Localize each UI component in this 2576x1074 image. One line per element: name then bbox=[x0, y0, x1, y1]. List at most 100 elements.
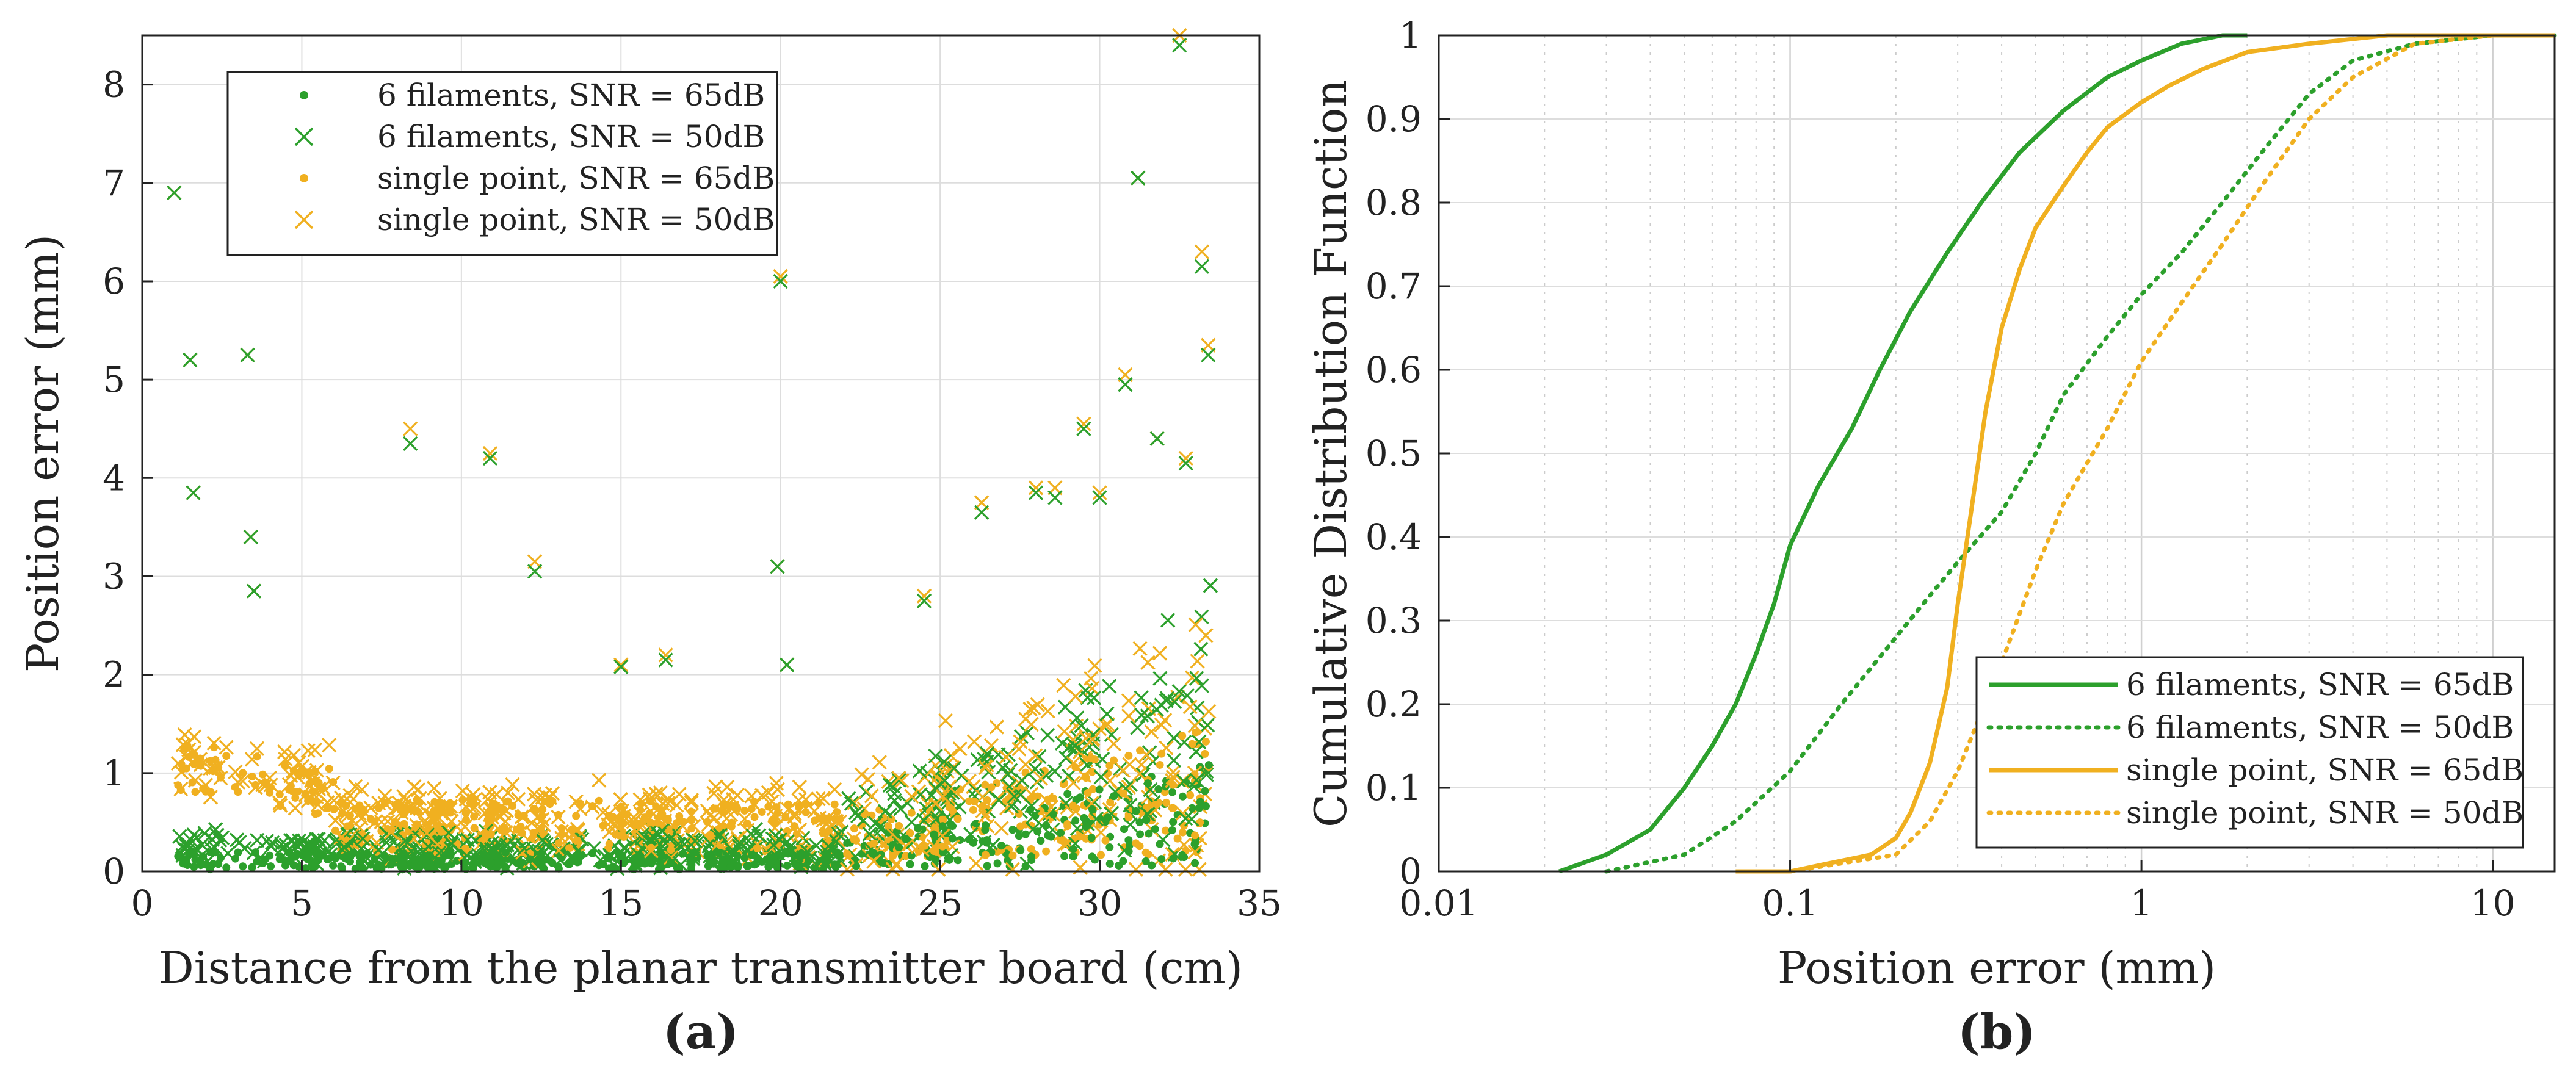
scatter-point bbox=[1085, 732, 1100, 748]
scatter-point bbox=[1131, 170, 1146, 186]
scatter-point bbox=[1178, 450, 1193, 466]
scatter-point bbox=[864, 788, 880, 804]
scatter-point bbox=[910, 839, 926, 854]
scatter-point bbox=[383, 824, 399, 840]
scatter-point bbox=[1140, 655, 1156, 670]
scatter-point bbox=[469, 863, 477, 872]
scatter-point bbox=[931, 862, 946, 877]
scatter-point bbox=[1123, 798, 1138, 813]
scatter-point bbox=[953, 856, 962, 865]
scatter-point bbox=[1101, 818, 1110, 826]
scatter-point bbox=[982, 821, 990, 830]
scatter-point bbox=[1187, 718, 1203, 733]
panel-a-scatter: 0 5 10 15 20 25 30 35 0 1 2 3 4 5 6 7 8 Distance from th… bbox=[17, 27, 1282, 1060]
scatter-point bbox=[1040, 704, 1055, 719]
scatter-point bbox=[1168, 804, 1176, 812]
scatter-point bbox=[828, 834, 844, 849]
y-tick-label: 2 bbox=[103, 654, 125, 696]
scatter-point bbox=[1104, 727, 1120, 743]
y-tick-label: 0.1 bbox=[1366, 767, 1422, 809]
scatter-point bbox=[667, 846, 675, 854]
scatter-point bbox=[718, 852, 733, 868]
scatter-point bbox=[750, 813, 759, 821]
cdf-line bbox=[1558, 33, 2248, 874]
scatter-point bbox=[977, 809, 993, 824]
scatter-point bbox=[780, 834, 795, 849]
scatter-point bbox=[353, 810, 369, 826]
scatter-point bbox=[926, 838, 942, 854]
y-tick-label: 4 bbox=[103, 457, 125, 499]
scatter-point bbox=[183, 352, 198, 368]
scatter-point bbox=[768, 857, 776, 865]
scatter-point bbox=[1026, 700, 1041, 716]
scatter-point bbox=[1016, 846, 1025, 855]
scatter-point bbox=[689, 849, 698, 857]
scatter-point bbox=[280, 760, 289, 769]
scatter-point bbox=[1028, 485, 1044, 500]
scatter-point bbox=[400, 810, 408, 818]
scatter-point bbox=[482, 450, 498, 466]
scatter-point bbox=[336, 839, 352, 855]
scatter-point bbox=[1016, 822, 1025, 831]
scatter-point bbox=[265, 835, 280, 850]
scatter-point bbox=[1102, 802, 1117, 817]
scatter-point bbox=[1134, 707, 1149, 723]
scatter-point bbox=[498, 824, 513, 840]
scatter-point bbox=[860, 772, 876, 787]
scatter-point bbox=[706, 831, 714, 839]
scatter-point bbox=[1184, 670, 1200, 685]
scatter-point bbox=[904, 788, 919, 804]
scatter-point bbox=[1032, 749, 1047, 764]
x-tick-label: 1 bbox=[2130, 882, 2153, 924]
scatter-point bbox=[1169, 818, 1178, 826]
scatter-point bbox=[972, 820, 980, 828]
scatter-point bbox=[1021, 830, 1030, 838]
scatter-point bbox=[377, 788, 393, 804]
scatter-point bbox=[743, 820, 751, 828]
scatter-point bbox=[1156, 760, 1164, 769]
legend-label: single point, SNR = 65dB bbox=[2126, 752, 2524, 788]
scatter-point bbox=[833, 808, 841, 816]
scatter-point bbox=[310, 797, 326, 812]
scatter-point bbox=[400, 862, 408, 870]
scatter-point bbox=[1148, 861, 1156, 870]
scatter-point bbox=[433, 857, 442, 866]
scatter-point bbox=[388, 845, 396, 854]
scatter-point bbox=[1022, 701, 1038, 717]
scatter-point bbox=[427, 801, 442, 816]
scatter-point bbox=[1110, 756, 1118, 765]
scatter-point bbox=[289, 861, 298, 870]
panel-b-xlabel: Position error (mm) bbox=[1778, 942, 2216, 993]
scatter-point bbox=[994, 821, 1009, 836]
scatter-point bbox=[343, 822, 352, 831]
scatter-point bbox=[839, 862, 855, 877]
scatter-point bbox=[493, 837, 508, 852]
scatter-point bbox=[902, 852, 910, 860]
scatter-point bbox=[251, 780, 260, 789]
scatter-point bbox=[494, 806, 503, 814]
scatter-point bbox=[1076, 793, 1084, 802]
y-tick-label: 0.5 bbox=[1366, 433, 1422, 474]
scatter-point bbox=[1033, 771, 1049, 786]
legend-marker bbox=[300, 174, 308, 182]
scatter-point bbox=[167, 185, 182, 201]
scatter-point bbox=[250, 832, 265, 848]
scatter-point bbox=[650, 802, 665, 818]
scatter-point bbox=[421, 838, 436, 854]
scatter-point bbox=[704, 848, 720, 863]
scatter-point bbox=[811, 791, 826, 807]
scatter-point bbox=[1203, 578, 1218, 593]
scatter-point bbox=[907, 809, 916, 817]
scatter-point bbox=[237, 841, 252, 856]
scatter-point bbox=[460, 853, 475, 868]
scatter-point bbox=[1196, 798, 1204, 806]
scatter-point bbox=[841, 791, 856, 806]
scatter-point bbox=[494, 855, 503, 863]
panel-b-cdf: 0.01 0.1 1 1000.10.20.30.40.50.60.70.80.91 … bbox=[1305, 15, 2557, 1060]
scatter-point bbox=[843, 838, 852, 847]
scatter-point bbox=[537, 824, 545, 833]
scatter-point bbox=[186, 827, 201, 843]
scatter-point bbox=[612, 820, 627, 836]
scatter-point bbox=[1062, 768, 1077, 784]
